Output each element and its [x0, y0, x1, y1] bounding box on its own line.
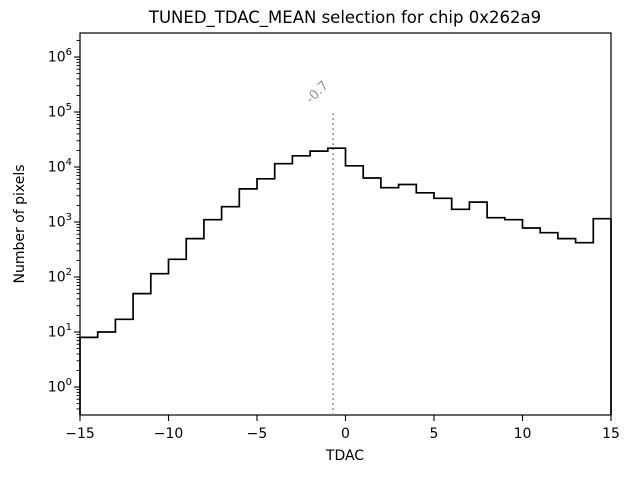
x-tick-label: 5: [430, 426, 439, 442]
mean-vline-label: -0.7: [303, 78, 332, 107]
histogram-line: [79, 147, 612, 415]
x-tick-label: 15: [602, 426, 620, 442]
y-axis-label: Number of pixels: [12, 164, 28, 283]
x-axis-label: TDAC: [325, 448, 364, 464]
plot-area: [79, 32, 612, 416]
y-axis-ticks: 100 101 102 103 104 105 106: [48, 40, 80, 410]
y-tick-label: 103: [48, 212, 72, 231]
chart-title: TUNED_TDAC_MEAN selection for chip 0x262…: [148, 8, 541, 28]
x-tick-label: −15: [65, 426, 95, 442]
x-axis-ticks: −15 −10 −5 0 5 10 15: [65, 415, 620, 442]
y-tick-label: 102: [48, 267, 72, 286]
x-tick-label: −5: [247, 426, 268, 442]
y-tick-label: 100: [48, 377, 72, 396]
y-tick-label: 106: [48, 47, 72, 66]
y-tick-label: 104: [48, 157, 72, 176]
x-tick-label: −10: [154, 426, 184, 442]
x-tick-label: 0: [341, 426, 350, 442]
y-tick-label: 105: [48, 102, 72, 121]
y-tick-label: 101: [48, 322, 72, 341]
x-tick-label: 10: [514, 426, 532, 442]
